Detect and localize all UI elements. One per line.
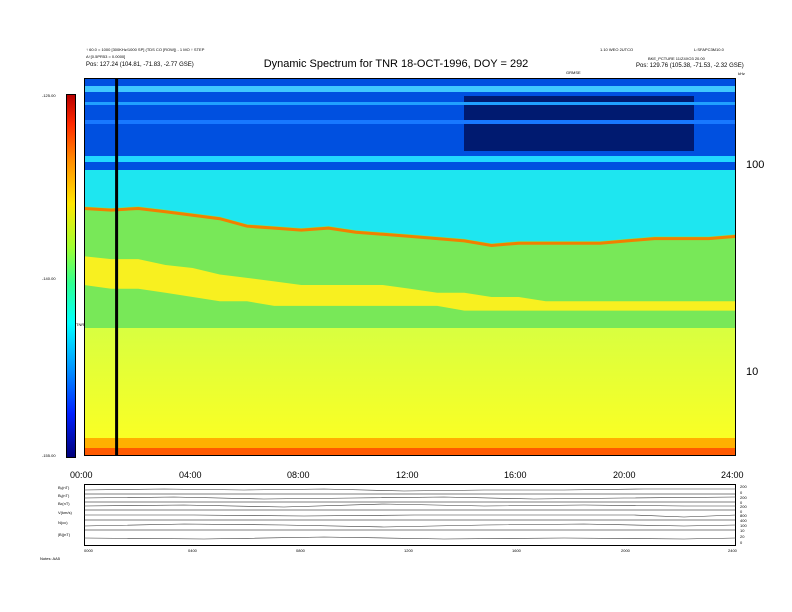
x-tick-2400: 24:00 bbox=[721, 470, 744, 480]
header-right-line-4: Pos: 129.76 (105.38, -71.53, -2.32 GSE) bbox=[636, 63, 744, 69]
panel-tick-n-top: 100 bbox=[740, 523, 747, 528]
x-tick-0400: 04:00 bbox=[179, 470, 202, 480]
cyan-stripe-2 bbox=[84, 102, 736, 105]
lower-left-note: Notes: AA5 bbox=[40, 556, 61, 561]
y-unit-label: kHz bbox=[738, 71, 745, 76]
panel-tick-bz-top: 200 bbox=[740, 504, 747, 509]
panel-label-bz: Bₕ(nT) bbox=[58, 501, 70, 506]
panel-tick-bmag-top: 20 bbox=[740, 534, 745, 539]
y-tick-100: 100 bbox=[746, 159, 765, 171]
b-magnitude-trace bbox=[84, 536, 736, 540]
yellow-emission-band bbox=[84, 256, 736, 311]
header-right-line-2: L:SFAPC3M10.0 bbox=[694, 47, 724, 52]
panel-tick-v-top: 800 bbox=[740, 513, 747, 518]
bx-trace bbox=[84, 488, 736, 492]
lower-x-tick-2000: 2000 bbox=[621, 548, 630, 553]
panel-label-by: Bᵧ(nT) bbox=[58, 493, 70, 498]
x-tick-1200: 12:00 bbox=[396, 470, 419, 480]
header-right-line-3: BKE_PCTURE 11/Z4XO3 20.00 bbox=[648, 56, 705, 61]
header-left-line-1: ↑ 60.0 = 1000 [300KHz/1000 SP] (TDS CO [… bbox=[86, 47, 205, 52]
bottom-noise-strip-dark bbox=[84, 448, 736, 456]
lower-x-tick-1200: 1200 bbox=[404, 548, 413, 553]
colorbar-tick-mid: -140.00 bbox=[42, 276, 56, 281]
center-small-label: GRMSE bbox=[566, 70, 581, 75]
panel-tick-n-bottom: 10 bbox=[740, 528, 745, 533]
x-tick-1600: 16:00 bbox=[504, 470, 527, 480]
n-trace bbox=[84, 523, 736, 528]
v-trace bbox=[84, 514, 736, 518]
colorbar-label: TNR bbox=[76, 322, 85, 327]
colorbar-tick-bottom: -155.00 bbox=[42, 453, 56, 458]
panel-tick-v-bottom: 400 bbox=[740, 518, 747, 523]
panel-tick-bz-bottom: 0 bbox=[740, 509, 743, 514]
panel-label-bx: Bₓ(nT) bbox=[58, 485, 70, 490]
chart-title: Dynamic Spectrum for TNR 18-OCT-1996, DO… bbox=[263, 58, 529, 70]
cyan-stripe-4 bbox=[84, 156, 736, 162]
panel-tick-by-top: 200 bbox=[740, 495, 747, 500]
header-right-line-1: 1.10 WEO 2UTCO bbox=[600, 47, 634, 52]
x-tick-0800: 08:00 bbox=[287, 470, 310, 480]
lower-x-tick-0000: 0000 bbox=[84, 548, 93, 553]
panel-tick-bx-bottom: 0 bbox=[740, 490, 743, 495]
colorbar bbox=[66, 94, 76, 458]
header-left-line-2: A↑[0.5PR53 = 0.0000] bbox=[86, 54, 126, 59]
lower-x-tick-1600: 1600 bbox=[512, 548, 521, 553]
bz-trace bbox=[84, 503, 736, 508]
x-tick-2000: 20:00 bbox=[613, 470, 636, 480]
lower-x-tick-2400: 2400 bbox=[728, 548, 737, 553]
lower-x-tick-0800: 0800 bbox=[296, 548, 305, 553]
panel-label-v: V(km/s) bbox=[58, 510, 72, 515]
panel-tick-bx-top: 200 bbox=[740, 484, 747, 489]
spectrogram-plot bbox=[84, 78, 736, 456]
x-tick-0000: 00:00 bbox=[70, 470, 93, 480]
orange-emission-edge bbox=[84, 206, 736, 248]
lower-panels bbox=[84, 484, 736, 546]
cyan-stripe-top bbox=[84, 86, 736, 92]
panel-tick-bmag-bottom: 0 bbox=[740, 540, 743, 545]
lower-x-tick-0400: 0400 bbox=[188, 548, 197, 553]
cyan-stripe-3 bbox=[84, 120, 736, 124]
panel-label-n: N(cc) bbox=[58, 520, 68, 525]
time-marker-line bbox=[115, 78, 119, 456]
low-frequency-yellow-region bbox=[84, 328, 736, 456]
by-trace bbox=[84, 496, 736, 500]
colorbar-tick-top: -125.00 bbox=[42, 93, 56, 98]
panel-label-bmag: |B|(nT) bbox=[58, 532, 71, 537]
y-tick-10: 10 bbox=[746, 366, 759, 378]
panel-tick-by-bottom: 0 bbox=[740, 500, 743, 505]
header-left-line-3: Pos: 127.24 (104.81, -71.83, -2.77 GSE) bbox=[86, 62, 194, 68]
plot-frame bbox=[84, 78, 736, 456]
